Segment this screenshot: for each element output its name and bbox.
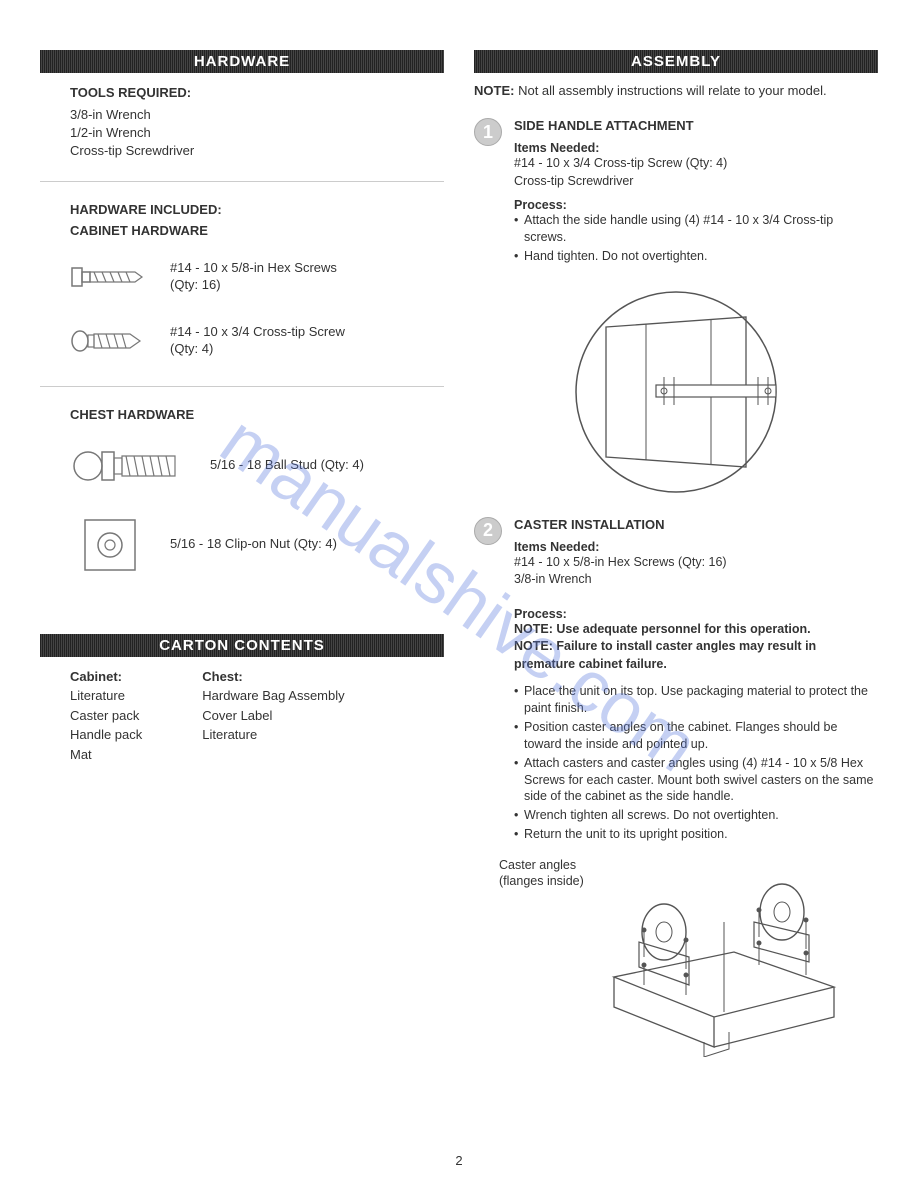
hex-screw-icon — [70, 252, 150, 302]
hw-included-label: HARDWARE INCLUDED: — [70, 202, 444, 217]
caster-label: Caster angles — [499, 857, 584, 873]
hw-row: 5/16 - 18 Ball Stud (Qty: 4) — [70, 436, 444, 496]
side-handle-diagram — [546, 287, 806, 497]
caster-label: (flanges inside) — [499, 873, 584, 889]
chest-hw-label: CHEST HARDWARE — [70, 407, 444, 422]
process-note: NOTE: Use adequate personnel for this op… — [514, 622, 811, 636]
carton-header: CARTON CONTENTS — [40, 634, 444, 657]
step-number-icon: 1 — [474, 118, 502, 146]
hardware-header: HARDWARE — [40, 50, 444, 73]
item-needed: 3/8-in Wrench — [514, 571, 878, 589]
process-bullet: Return the unit to its upright position. — [514, 826, 878, 843]
hw-desc: #14 - 10 x 3/4 Cross-tip Screw — [170, 324, 345, 341]
carton-item: Literature — [202, 725, 344, 745]
tool-item: Cross-tip Screwdriver — [70, 142, 444, 160]
items-needed-label: Items Needed: — [514, 141, 878, 155]
item-needed: #14 - 10 x 5/8-in Hex Screws (Qty: 16) — [514, 554, 878, 572]
tool-item: 3/8-in Wrench — [70, 106, 444, 124]
ball-stud-icon — [70, 436, 190, 496]
carton-item: Cover Label — [202, 706, 344, 726]
right-column: ASSEMBLY NOTE: Not all assembly instruct… — [474, 50, 878, 1057]
hw-qty: (Qty: 4) — [170, 341, 345, 358]
item-needed: #14 - 10 x 3/4 Cross-tip Screw (Qty: 4) — [514, 155, 878, 173]
assembly-header: ASSEMBLY — [474, 50, 878, 73]
carton-item: Mat — [70, 745, 142, 765]
process-label: Process: — [514, 607, 878, 621]
tools-required-label: TOOLS REQUIRED: — [70, 85, 444, 100]
left-column: HARDWARE TOOLS REQUIRED: 3/8-in Wrench 1… — [40, 50, 444, 1057]
step-number-icon: 2 — [474, 517, 502, 545]
process-bullet: Attach the side handle using (4) #14 - 1… — [514, 212, 878, 246]
note-text: Not all assembly instructions will relat… — [518, 83, 827, 98]
step-title: CASTER INSTALLATION — [514, 517, 878, 532]
process-bullet: Hand tighten. Do not overtighten. — [514, 248, 878, 265]
process-label: Process: — [514, 198, 878, 212]
step-1: 1 SIDE HANDLE ATTACHMENT Items Needed: #… — [474, 118, 878, 267]
carton-item: Caster pack — [70, 706, 142, 726]
hw-qty: (Qty: 16) — [170, 277, 337, 294]
clip-on-nut-icon — [70, 510, 150, 580]
cross-tip-screw-icon — [70, 316, 150, 366]
process-bullet: Attach casters and caster angles using (… — [514, 755, 878, 806]
carton-item: Hardware Bag Assembly — [202, 686, 344, 706]
step-title: SIDE HANDLE ATTACHMENT — [514, 118, 878, 133]
hw-desc: 5/16 - 18 Clip-on Nut (Qty: 4) — [170, 536, 337, 553]
cabinet-hw-label: CABINET HARDWARE — [70, 223, 444, 238]
process-bullet: Position caster angles on the cabinet. F… — [514, 719, 878, 753]
process-bullet: Wrench tighten all screws. Do not overti… — [514, 807, 878, 824]
process-note: NOTE: Failure to install caster angles m… — [514, 639, 816, 671]
carton-item: Literature — [70, 686, 142, 706]
item-needed: Cross-tip Screwdriver — [514, 173, 878, 191]
hw-desc: #14 - 10 x 5/8-in Hex Screws — [170, 260, 337, 277]
step-2: 2 CASTER INSTALLATION Items Needed: #14 … — [474, 517, 878, 845]
caster-diagram — [594, 857, 854, 1057]
carton-chest-col: Chest: Hardware Bag Assembly Cover Label… — [202, 667, 344, 765]
page-number: 2 — [455, 1153, 462, 1168]
carton-cabinet-label: Cabinet: — [70, 667, 142, 687]
tool-item: 1/2-in Wrench — [70, 124, 444, 142]
process-bullet: Place the unit on its top. Use packaging… — [514, 683, 878, 717]
carton-cabinet-col: Cabinet: Literature Caster pack Handle p… — [70, 667, 142, 765]
items-needed-label: Items Needed: — [514, 540, 878, 554]
hw-row: #14 - 10 x 3/4 Cross-tip Screw (Qty: 4) — [70, 316, 444, 366]
hw-desc: 5/16 - 18 Ball Stud (Qty: 4) — [210, 457, 364, 474]
hw-row: #14 - 10 x 5/8-in Hex Screws (Qty: 16) — [70, 252, 444, 302]
carton-chest-label: Chest: — [202, 667, 344, 687]
carton-item: Handle pack — [70, 725, 142, 745]
hw-row: 5/16 - 18 Clip-on Nut (Qty: 4) — [70, 510, 444, 580]
note-label: NOTE: — [474, 83, 514, 98]
